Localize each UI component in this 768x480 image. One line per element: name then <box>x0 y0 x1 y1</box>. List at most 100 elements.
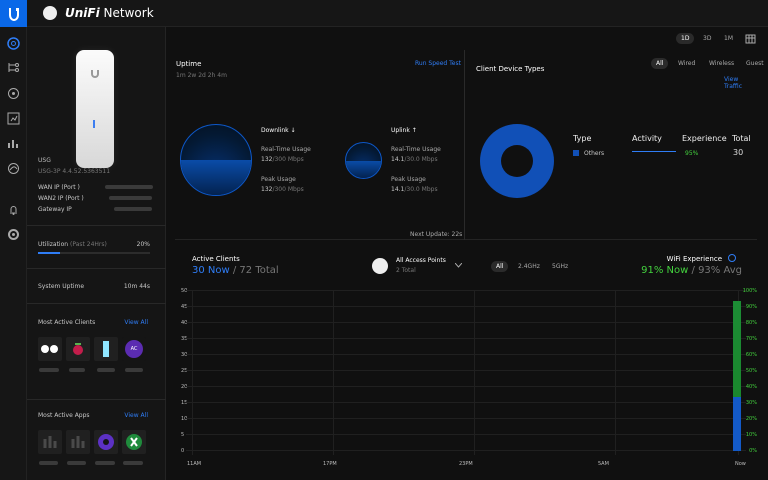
settings-icon[interactable] <box>6 227 21 242</box>
latest-client-bar <box>733 301 741 451</box>
calendar-icon[interactable] <box>745 33 756 44</box>
wan2-ip-label: WAN2 IP (Port ) <box>38 195 84 202</box>
brand-badge-icon <box>43 6 57 20</box>
y-axis-label-right: 70% <box>745 336 757 342</box>
client-name-blurred <box>39 368 59 372</box>
table-header-experience: Experience <box>682 134 727 143</box>
uptime-duration: 1m 2w 2d 2h 4m <box>176 72 227 79</box>
y-axis-label-left: 45 <box>181 304 188 310</box>
run-speed-test-link[interactable]: Run Speed Test <box>415 60 461 67</box>
table-header-activity: Activity <box>632 134 662 143</box>
dashboard-icon[interactable] <box>6 36 21 51</box>
uplink-real-time-label: Real-Time Usage <box>391 146 441 153</box>
x-axis-label: 23PM <box>459 461 473 467</box>
unifi-logo-icon[interactable] <box>0 0 27 27</box>
clients-icon[interactable] <box>6 111 21 126</box>
y-axis-label-left: 0 <box>181 448 185 454</box>
y-axis-label-left: 50 <box>181 288 188 294</box>
view-traffic-link[interactable]: View Traffic <box>724 76 743 90</box>
system-uptime-label: System Uptime <box>38 283 85 290</box>
y-axis-label-left: 25 <box>181 368 188 374</box>
chevron-down-icon[interactable] <box>455 263 462 268</box>
uplink-real-time-value: 14.1/30.0 Mbps <box>391 156 438 163</box>
uplink-peak-label: Peak Usage <box>391 176 426 183</box>
top-bar: UniFi Network <box>27 0 768 27</box>
grid-line <box>186 370 746 371</box>
divider <box>27 225 166 226</box>
app-tile[interactable] <box>38 430 62 454</box>
downlink-gauge <box>180 124 252 196</box>
period-tab-1d[interactable]: 1D <box>676 33 695 44</box>
table-header-total: Total <box>732 134 751 143</box>
access-points-count: 2 Total <box>396 267 416 274</box>
raspberry-client-tile[interactable] <box>66 337 90 361</box>
client-name-blurred <box>97 368 115 372</box>
y-axis-label-right: 10% <box>745 432 757 438</box>
app-name-blurred <box>39 461 58 465</box>
filter-guest[interactable]: Guest <box>746 60 764 67</box>
period-tab-3d[interactable]: 3D <box>703 35 712 42</box>
y-axis-label-right: 20% <box>745 416 757 422</box>
y-axis-label-left: 40 <box>181 320 188 326</box>
active-clients-summary: 30 Now / 72 Total <box>192 265 279 276</box>
utilization-fill <box>38 252 61 254</box>
app-name-blurred <box>67 461 86 465</box>
notifications-icon[interactable] <box>6 202 21 217</box>
app-name-blurred <box>123 461 143 465</box>
devices-icon[interactable] <box>6 86 21 101</box>
y-axis-label-right: 90% <box>745 304 757 310</box>
band-all[interactable]: All <box>491 261 509 272</box>
device-sidebar: USG USG-3P 4.4.52.5363511 WAN IP (Port )… <box>27 27 166 480</box>
app-tile[interactable] <box>94 430 118 454</box>
device-model: USG <box>38 157 51 164</box>
divider <box>27 399 166 400</box>
app-tile[interactable] <box>122 430 146 454</box>
utilization-value: 20% <box>136 241 150 248</box>
grid-line <box>186 402 746 403</box>
grid-line <box>186 386 746 387</box>
most-active-clients-title: Most Active Clients <box>38 319 96 326</box>
y-axis-label-right: 80% <box>745 320 757 326</box>
utilization-track <box>38 252 150 254</box>
client-tile[interactable] <box>38 337 62 361</box>
gateway-ip-value-blurred <box>114 207 152 211</box>
client-tile[interactable] <box>94 337 118 361</box>
grid-line <box>186 306 746 307</box>
y-axis-label-right: 60% <box>745 352 757 358</box>
y-axis-label-right: 30% <box>745 400 757 406</box>
filter-all[interactable]: All <box>651 58 669 69</box>
brand-strong: UniFi <box>65 6 100 20</box>
grid-line <box>186 418 746 419</box>
divider <box>27 268 166 269</box>
device-version: USG-3P 4.4.52.5363511 <box>38 168 111 175</box>
table-row-type: Others <box>584 150 605 157</box>
y-axis-label-right: 40% <box>745 384 757 390</box>
band-24ghz[interactable]: 2.4GHz <box>518 263 540 270</box>
view-all-clients-link[interactable]: View All <box>124 319 148 326</box>
info-icon[interactable] <box>728 254 736 262</box>
filter-wireless[interactable]: Wireless <box>709 60 735 67</box>
client-tile[interactable]: AC <box>122 337 146 361</box>
vertical-grid-line <box>333 290 334 455</box>
table-row-experience: 95% <box>685 150 699 157</box>
view-all-apps-link[interactable]: View All <box>124 412 148 419</box>
uplink-label: Uplink ↑ <box>391 127 417 134</box>
y-axis-label-right: 0% <box>749 448 757 454</box>
band-5ghz[interactable]: 5GHz <box>552 263 569 270</box>
insights-icon[interactable] <box>6 161 21 176</box>
app-tile[interactable] <box>66 430 90 454</box>
y-axis-label-left: 30 <box>181 352 188 358</box>
filter-wired[interactable]: Wired <box>678 60 696 67</box>
statistics-icon[interactable] <box>6 136 21 151</box>
x-axis-label: 5AM <box>598 461 609 467</box>
topology-icon[interactable] <box>6 60 21 75</box>
wan-ip-label: WAN IP (Port ) <box>38 184 80 191</box>
period-tab-1m[interactable]: 1M <box>724 35 733 42</box>
client-avatar: AC <box>125 340 143 358</box>
access-points-label[interactable]: All Access Points <box>396 257 446 264</box>
y-axis-label-right: 50% <box>745 368 757 374</box>
overview-panels: Uptime 1m 2w 2d 2h 4m Run Speed Test Dow… <box>175 50 764 240</box>
utilization-label: Utilization (Past 24Hrs) <box>38 241 107 248</box>
app-brand: UniFi Network <box>43 6 154 20</box>
next-update-text: Next Update: 22s <box>410 231 463 238</box>
